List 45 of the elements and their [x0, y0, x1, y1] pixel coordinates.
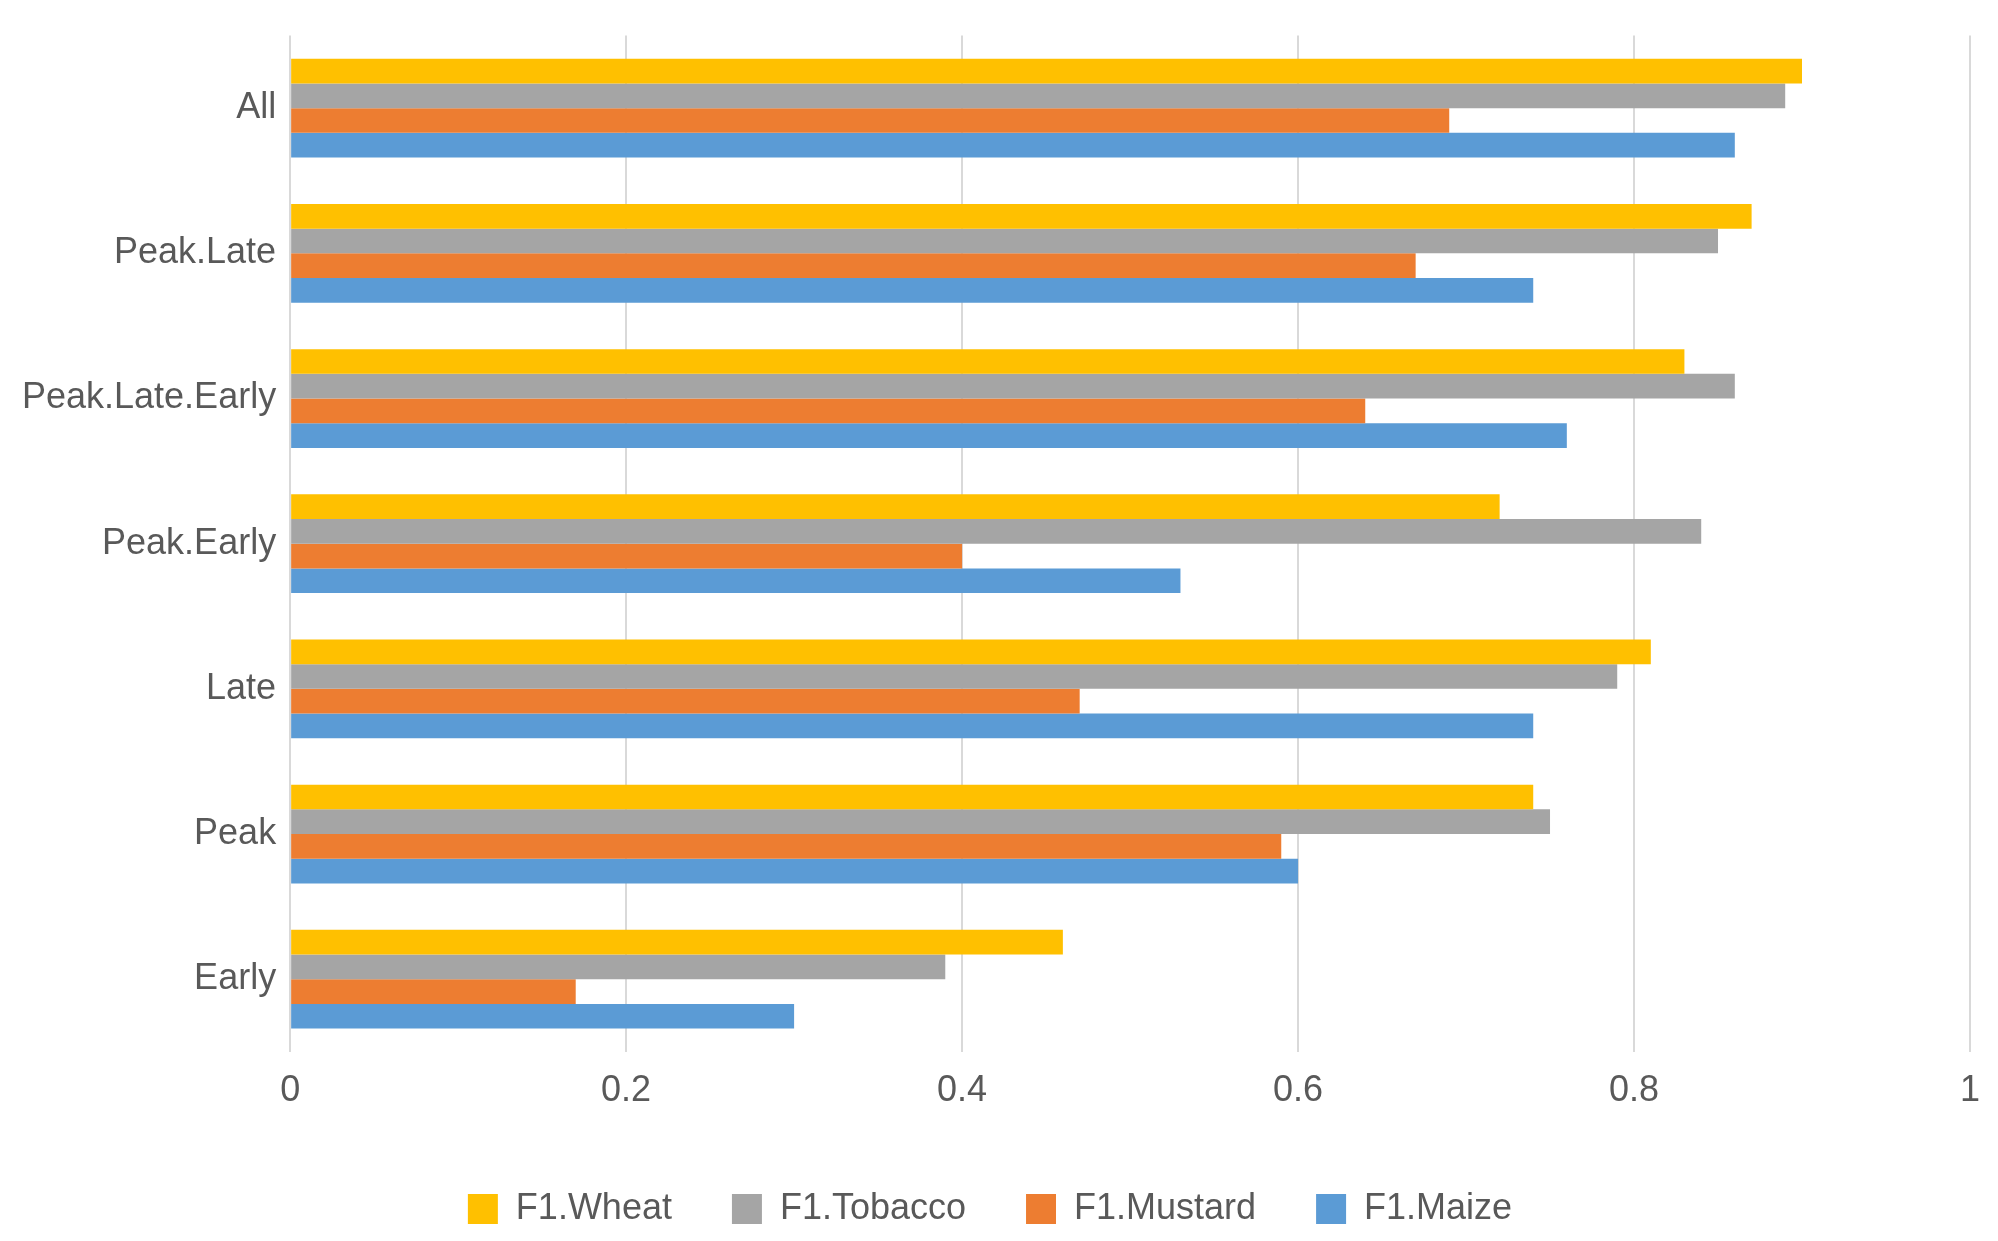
bar: [291, 278, 1534, 303]
bar: [291, 108, 1450, 133]
y-tick-label: All: [236, 85, 277, 127]
x-tick-label: 0.8: [1609, 1068, 1660, 1110]
legend-label: F1.Mustard: [1074, 1185, 1257, 1227]
bar: [291, 834, 1282, 859]
x-tick-label: 0.2: [601, 1068, 652, 1110]
bar: [291, 253, 1416, 279]
x-tick-label: 0: [280, 1068, 301, 1110]
bar: [291, 568, 1181, 594]
bar: [291, 349, 1685, 374]
bar: [291, 204, 1752, 229]
bar: [291, 132, 1735, 158]
bar: [291, 58, 1803, 84]
bar: [291, 639, 1651, 665]
bar: [291, 858, 1299, 884]
legend-label: F1.Wheat: [515, 1185, 672, 1227]
bar: [291, 929, 1063, 955]
y-tick-label: Late: [206, 665, 277, 707]
y-tick-label: Peak.Early: [102, 520, 277, 562]
bar: [291, 519, 1702, 544]
legend-label: F1.Maize: [1364, 1185, 1513, 1227]
bar: [291, 979, 576, 1004]
bar: [291, 83, 1786, 109]
bar: [291, 423, 1567, 448]
bar: [291, 1003, 795, 1029]
bar: [291, 954, 946, 980]
bar: [291, 809, 1551, 835]
bar: [291, 664, 1618, 689]
y-tick-label: Early: [194, 956, 277, 998]
y-tick-label: Peak.Late.Early: [21, 375, 277, 417]
bar: [291, 713, 1534, 739]
bar: [291, 784, 1534, 810]
x-tick-label: 0.6: [1273, 1068, 1324, 1110]
legend-label: F1.Tobacco: [779, 1185, 967, 1227]
y-tick-label: Peak: [194, 810, 278, 852]
y-tick-label: Peak.Late: [114, 230, 277, 272]
bar: [291, 228, 1719, 254]
x-tick-label: 1: [1959, 1068, 1980, 1110]
bar: [291, 398, 1366, 424]
bar: [291, 373, 1735, 399]
x-tick-label: 0.4: [937, 1068, 988, 1110]
bar: [291, 688, 1080, 714]
bar: [291, 494, 1500, 520]
bar: [291, 543, 963, 569]
